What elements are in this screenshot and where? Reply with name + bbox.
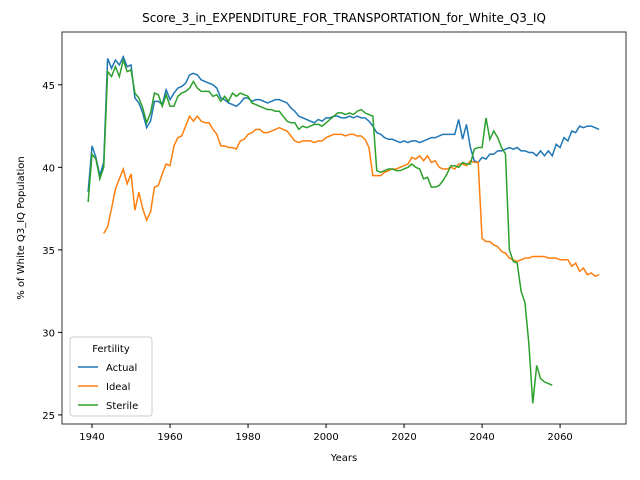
x-tick-label: 2060 xyxy=(547,432,572,443)
x-tick-label: 1960 xyxy=(157,432,182,443)
legend-label: Ideal xyxy=(106,382,130,393)
legend-label: Actual xyxy=(106,363,137,374)
legend-title: Fertility xyxy=(92,344,130,355)
x-tick-label: 2020 xyxy=(391,432,416,443)
x-tick-label: 2000 xyxy=(313,432,338,443)
x-tick-label: 2040 xyxy=(469,432,494,443)
series-line xyxy=(87,54,600,193)
legend-label: Sterile xyxy=(106,401,138,412)
y-tick-label: 25 xyxy=(42,411,55,422)
y-tick-label: 30 xyxy=(42,328,55,339)
y-tick-label: 35 xyxy=(42,246,55,257)
y-axis-label: % of White Q3_IQ Population xyxy=(16,156,27,300)
x-tick-label: 1980 xyxy=(235,432,260,443)
chart-title: Score_3_in_EXPENDITURE_FOR_TRANSPORTATIO… xyxy=(142,11,546,25)
x-axis-label: Years xyxy=(330,453,357,464)
legend-box xyxy=(69,336,153,417)
y-tick-label: 40 xyxy=(42,163,55,174)
x-tick-label: 1940 xyxy=(79,432,104,443)
series-line xyxy=(103,114,600,278)
series-line xyxy=(87,57,553,404)
plot-frame xyxy=(61,31,627,425)
y-tick-label: 45 xyxy=(42,81,55,92)
